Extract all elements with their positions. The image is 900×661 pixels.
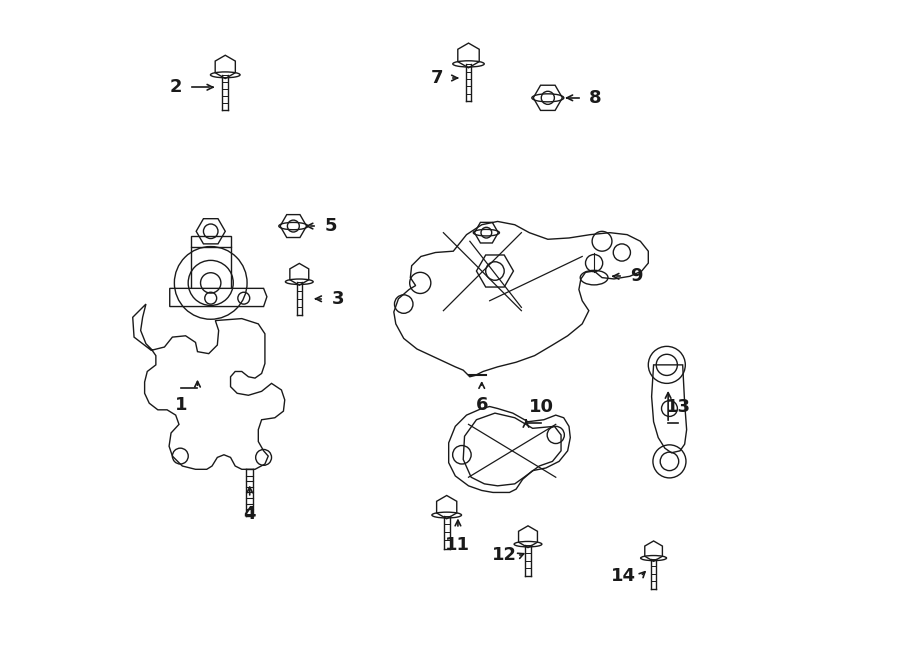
Text: 6: 6 <box>475 395 488 414</box>
Text: 13: 13 <box>665 397 690 416</box>
Text: 3: 3 <box>331 290 344 308</box>
Bar <box>191 237 230 247</box>
Text: 10: 10 <box>528 397 554 416</box>
Text: 8: 8 <box>590 89 602 107</box>
Text: 5: 5 <box>325 217 338 235</box>
Text: 12: 12 <box>491 546 517 564</box>
Text: 11: 11 <box>446 536 471 555</box>
Text: 2: 2 <box>169 78 182 97</box>
Text: 4: 4 <box>244 505 256 524</box>
Text: 1: 1 <box>175 395 187 414</box>
Text: 14: 14 <box>611 567 635 586</box>
Text: 7: 7 <box>430 69 443 87</box>
Text: 9: 9 <box>630 267 643 286</box>
